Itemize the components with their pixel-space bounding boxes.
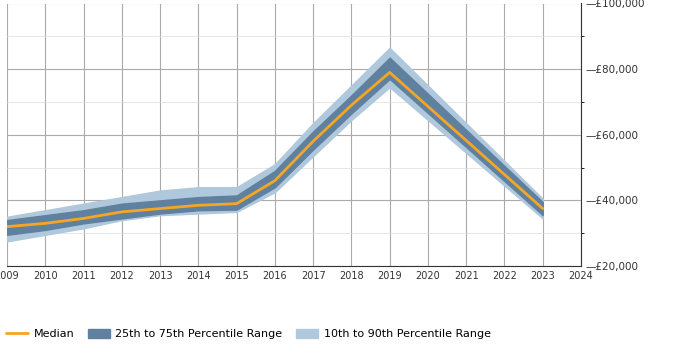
Median bbox=[79, 216, 88, 221]
Line: Median: Median bbox=[7, 72, 542, 227]
Median bbox=[347, 103, 356, 107]
Median bbox=[271, 178, 279, 183]
Median bbox=[156, 206, 164, 211]
Median bbox=[118, 210, 126, 214]
Legend: Median, 25th to 75th Percentile Range, 10th to 90th Percentile Range: Median, 25th to 75th Percentile Range, 1… bbox=[1, 324, 495, 343]
Median bbox=[309, 139, 317, 144]
Median bbox=[194, 203, 202, 208]
Median bbox=[232, 202, 241, 206]
Median bbox=[41, 221, 50, 225]
Median bbox=[3, 225, 11, 229]
Median bbox=[386, 70, 394, 75]
Median bbox=[538, 206, 547, 211]
